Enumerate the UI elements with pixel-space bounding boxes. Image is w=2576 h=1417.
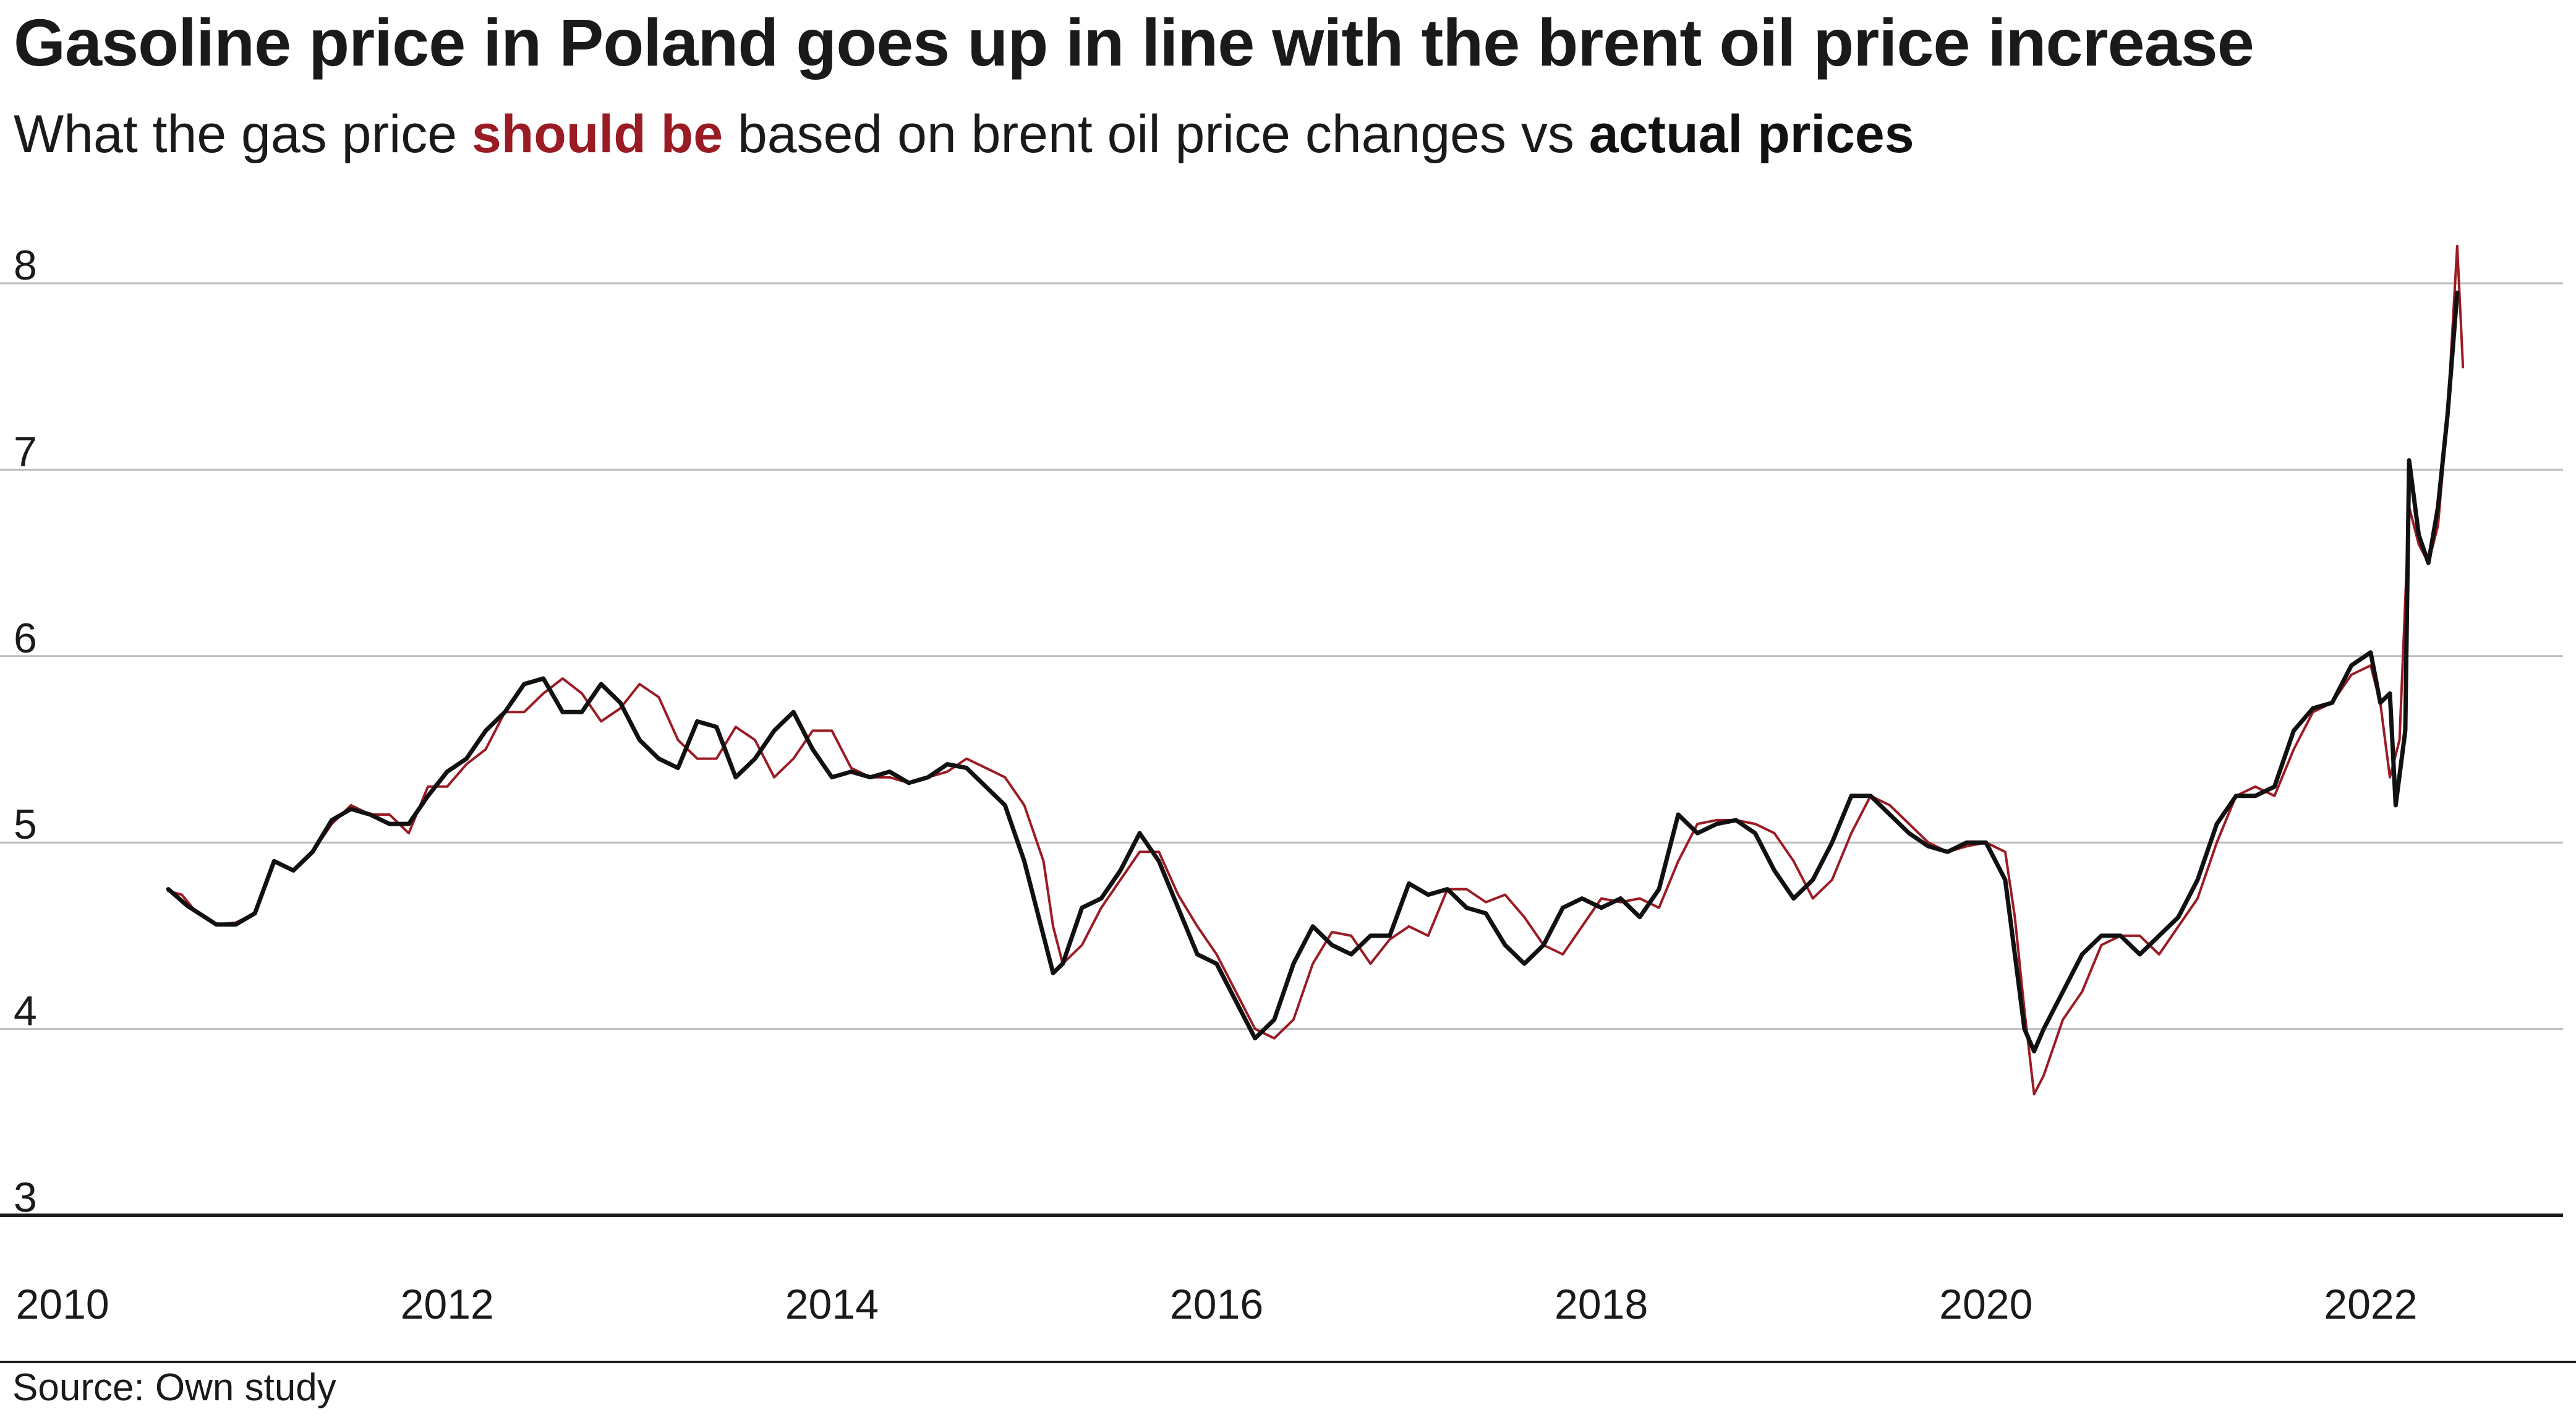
subtitle-should-be: should be [471, 105, 723, 164]
source-note: Source: Own study [12, 1366, 336, 1409]
series-lines [166, 244, 2465, 1096]
x-tick-label: 2014 [785, 1281, 879, 1328]
y-axis-ticks: 3 4 5 6 7 8 [14, 242, 37, 1221]
subtitle-prefix: What the gas price [14, 105, 472, 164]
subtitle-actual-prices: actual prices [1589, 105, 1914, 164]
gridlines [0, 282, 2563, 1217]
chart-subtitle: What the gas price should be based on br… [14, 104, 1914, 165]
x-tick-label: 2012 [401, 1281, 494, 1328]
series-actual-prices-line [166, 290, 2460, 1054]
x-tick-label: 2020 [1939, 1281, 2032, 1328]
subtitle-middle: based on brent oil price changes vs [723, 105, 1589, 164]
chart-title: Gasoline price in Poland goes up in line… [14, 5, 2254, 80]
x-tick-label: 2022 [2324, 1281, 2417, 1328]
footer-rule [0, 1361, 2576, 1363]
y-tick-label: 8 [14, 242, 37, 289]
x-tick-label: 2016 [1170, 1281, 1263, 1328]
y-tick-label: 5 [14, 801, 37, 848]
series-should-be-line [167, 244, 2465, 1096]
y-tick-label: 4 [14, 988, 37, 1035]
x-tick-label: 2018 [1555, 1281, 1648, 1328]
x-axis-ticks: 2010 2012 2014 2016 2018 2020 2022 [15, 1281, 2417, 1328]
y-tick-label: 6 [14, 615, 37, 662]
y-tick-label: 7 [14, 428, 37, 475]
y-tick-label: 3 [14, 1174, 37, 1221]
x-tick-label: 2010 [15, 1281, 109, 1328]
